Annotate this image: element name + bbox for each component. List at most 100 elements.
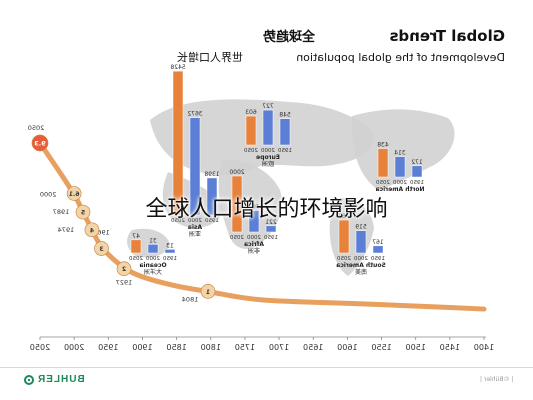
x-tick-label-group: 1500 — [406, 343, 426, 352]
x-tick-label: 1650 — [303, 343, 323, 352]
milestone-year-group: 2000 — [40, 190, 57, 198]
bar-value-label: 767 — [248, 204, 260, 211]
x-tick-label-group: 1600 — [337, 343, 357, 352]
x-tick-label: 1400 — [474, 343, 494, 352]
milestone-value: 3 — [99, 246, 103, 253]
bar — [206, 177, 218, 216]
bar-year-label: 2050 — [230, 235, 244, 241]
region-name: Europe — [256, 154, 280, 161]
bar-year-label: 2000 — [354, 256, 368, 262]
milestone-value: 9.3 — [34, 140, 46, 148]
map-landmass-northamerica — [351, 109, 455, 190]
region-name-cn-group: 亚洲 — [189, 231, 201, 238]
subtitle-cn: 世界人口增长 — [177, 50, 243, 64]
milestone-year-group: 1960 — [93, 229, 110, 237]
x-tick-label: 1950 — [98, 343, 118, 352]
bar-value-label-group: 5428 — [170, 64, 185, 71]
bar-value-label-group: 438 — [377, 142, 389, 149]
milestone-value: 1 — [206, 289, 210, 296]
x-tick-label-group: 1900 — [132, 343, 152, 352]
bar — [231, 175, 243, 233]
bar-value-label-group: 603 — [245, 109, 257, 116]
subtitle-en: Development of the global population — [296, 51, 505, 64]
population-line — [37, 140, 487, 312]
x-tick-label-group: 1650 — [303, 343, 323, 352]
bar-year-label: 2050 — [376, 180, 390, 186]
milestone-value: 2 — [122, 266, 126, 273]
region-name-cn-group: 欧洲 — [262, 160, 274, 168]
bar-year-label-group: 2000 — [261, 148, 275, 154]
bar-year-label: 2050 — [244, 148, 258, 154]
x-tick-label-group: 1550 — [371, 343, 391, 352]
bar-value-label: 221 — [265, 219, 277, 226]
milestone-dot — [31, 134, 49, 152]
bar-value-label: 727 — [262, 103, 274, 110]
bar — [248, 210, 260, 233]
bar — [377, 148, 389, 178]
milestone-value-group: 2 — [122, 266, 126, 273]
bar-year-label: 2000 — [247, 235, 261, 241]
milestone-dot — [116, 261, 132, 277]
map-landmass-eurasia — [150, 99, 374, 176]
milestone-value-group: 5 — [81, 210, 85, 217]
milestone-dot — [66, 186, 82, 201]
bar — [245, 115, 257, 146]
x-tick-label-group: 1400 — [474, 343, 494, 352]
map-landmass-southamerica — [329, 198, 374, 276]
milestone-year: 1960 — [93, 229, 110, 237]
milestone-value-group: 6.1 — [69, 191, 80, 198]
bar-year-label-group: 1950 — [205, 218, 219, 224]
x-tick-label: 1900 — [132, 343, 152, 352]
footer-info: | ©Bühler | — [479, 376, 513, 383]
bar-year-label-group: 1950 — [278, 148, 292, 154]
milestone-year: 2000 — [40, 190, 57, 198]
region-name-group: Africa — [244, 241, 264, 248]
bar-value-label: 548 — [279, 112, 291, 119]
x-tick-label: 1700 — [269, 343, 289, 352]
bar-year-label-group: 2050 — [171, 218, 185, 224]
logo-text: BUHLER — [37, 374, 85, 385]
bar-value-label-group: 548 — [279, 112, 291, 119]
bar-year-label: 1950 — [371, 256, 385, 262]
x-tick-label: 2000 — [64, 343, 84, 352]
bar-year-label-group: 2000 — [393, 180, 407, 186]
region-name-cn: 亚洲 — [189, 231, 201, 238]
region-name-cn: 非洲 — [248, 247, 260, 255]
bar — [394, 156, 406, 178]
bar — [355, 230, 367, 254]
bar-year-label-group: 2050 — [376, 180, 390, 186]
bar-year-label: 2000 — [146, 256, 160, 262]
bar-year-label: 2050 — [129, 256, 143, 262]
bar-year-label-group: 2050 — [230, 235, 244, 241]
bar — [411, 165, 423, 178]
region-name-group: Asia — [188, 224, 202, 231]
bar-value-label: 767 — [338, 213, 350, 220]
milestone-dot — [200, 284, 216, 299]
caption-text: 全球人口增长的环境影响 — [145, 197, 388, 222]
bar-value-label: 438 — [377, 142, 389, 149]
region-name-cn: 大洋洲 — [144, 268, 162, 276]
bar-value-label: 31 — [149, 237, 157, 244]
bar-value-label: 5428 — [170, 64, 185, 71]
x-tick-label: 1600 — [337, 343, 357, 352]
bar — [265, 225, 277, 233]
bar-value-label-group: 167 — [372, 239, 384, 246]
regional-bars: 542820503672200013981950Asia亚洲6032050727… — [129, 64, 425, 276]
x-tick-label-group: 1750 — [235, 343, 255, 352]
bar-year-label: 1950 — [410, 180, 424, 186]
bar-value-label-group: 314 — [394, 150, 406, 157]
bar-year-label: 2000 — [261, 148, 275, 154]
bar-value-label-group: 47 — [132, 233, 140, 240]
x-tick-label: 1550 — [371, 343, 391, 352]
region-name: Oceania — [139, 262, 166, 269]
bar-value-label: 519 — [355, 224, 367, 231]
milestone-year: 1974 — [58, 226, 75, 234]
bar-year-label-group: 1950 — [371, 256, 385, 262]
milestone-year: 2050 — [28, 124, 45, 132]
bar-value-label: 2000 — [229, 169, 244, 176]
